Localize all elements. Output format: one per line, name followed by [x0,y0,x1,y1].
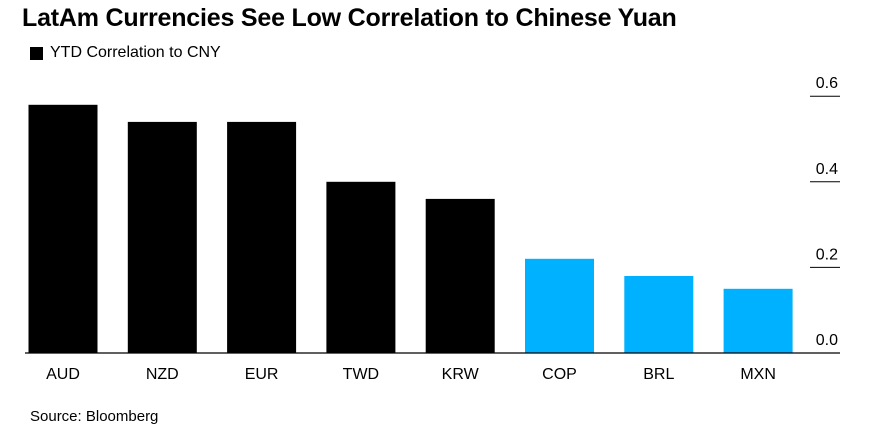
x-tick-label-brl: BRL [643,366,674,383]
x-tick-label-krw: KRW [442,366,480,383]
legend-label: YTD Correlation to CNY [50,44,221,61]
bar-eur [227,121,297,354]
y-tick-label-0-6: 0.6 [816,75,838,92]
bar-brl [624,276,694,353]
x-tick-label-nzd: NZD [146,366,179,383]
chart-title: LatAm Currencies See Low Correlation to … [22,4,677,32]
legend-swatch [30,46,43,60]
bar-cop [525,258,594,353]
bar-chart: AUD NZD EUR TWD KRW COP BRL MXN 0.0 0.2 0.4 0.6 [25,75,840,383]
x-tick-label-twd: TWD [343,366,379,383]
y-tick-label-0-4: 0.4 [816,161,838,178]
y-tick-label-0-0: 0.0 [816,332,838,349]
x-tick-label-mxn: MXN [740,366,776,383]
x-tick-label-cop: COP [542,366,577,383]
bar-mxn [723,288,793,353]
y-tick-label-0-2: 0.2 [816,246,838,263]
source-note: Source: Bloomberg [30,408,159,425]
bar-nzd [127,121,197,354]
x-tick-label-eur: EUR [245,366,279,383]
bar-aud [28,104,98,353]
x-tick-label-aud: AUD [46,366,80,383]
bar-twd [326,181,396,353]
bar-krw [425,198,495,353]
legend: YTD Correlation to CNY [30,44,221,62]
